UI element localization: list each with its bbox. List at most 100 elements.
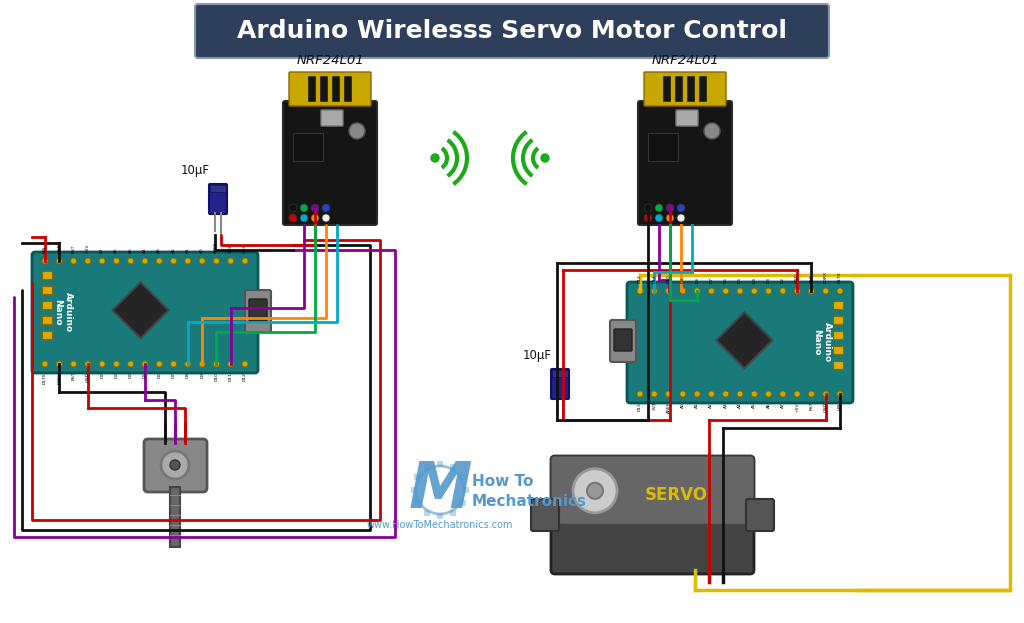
Circle shape (431, 154, 439, 162)
Circle shape (322, 214, 330, 222)
Bar (460, 474, 466, 480)
Bar (332, 76, 340, 102)
Circle shape (587, 483, 603, 499)
FancyBboxPatch shape (551, 456, 754, 574)
Circle shape (651, 288, 657, 294)
Text: GND: GND (57, 243, 61, 253)
Circle shape (752, 391, 758, 397)
Circle shape (705, 123, 720, 139)
FancyBboxPatch shape (289, 72, 371, 106)
FancyBboxPatch shape (283, 101, 377, 225)
Circle shape (822, 391, 828, 397)
Circle shape (300, 204, 308, 212)
Circle shape (142, 361, 148, 367)
Circle shape (213, 361, 219, 367)
Circle shape (289, 204, 297, 212)
Bar (648, 133, 678, 161)
Bar (424, 510, 430, 515)
Text: VIN: VIN (838, 402, 842, 409)
FancyBboxPatch shape (195, 4, 829, 58)
Circle shape (655, 204, 663, 212)
FancyBboxPatch shape (531, 499, 559, 531)
Text: 3V3: 3V3 (652, 402, 656, 411)
Bar (833, 361, 843, 369)
Text: D1TX: D1TX (838, 272, 842, 283)
Text: Mechatronics: Mechatronics (472, 495, 587, 510)
Bar (437, 461, 443, 467)
Circle shape (808, 288, 814, 294)
FancyBboxPatch shape (676, 110, 698, 126)
Circle shape (71, 258, 77, 264)
Circle shape (737, 288, 743, 294)
Circle shape (114, 361, 120, 367)
Circle shape (161, 451, 189, 479)
Text: 3V3: 3V3 (228, 244, 232, 253)
Bar (344, 76, 352, 102)
Text: GND: GND (823, 402, 827, 412)
Polygon shape (113, 282, 169, 338)
Circle shape (289, 214, 297, 222)
Circle shape (99, 361, 105, 367)
Text: Arduino
Nano: Arduino Nano (812, 322, 833, 362)
FancyBboxPatch shape (627, 282, 853, 403)
Text: AREF: AREF (667, 402, 671, 413)
Text: A0: A0 (200, 247, 204, 253)
Text: D10: D10 (214, 372, 218, 381)
Text: D7: D7 (710, 277, 714, 283)
Text: VIN: VIN (43, 245, 47, 253)
Circle shape (837, 391, 843, 397)
Text: D13: D13 (243, 244, 247, 253)
Text: D9: D9 (200, 372, 204, 378)
Text: D0RX: D0RX (57, 372, 61, 384)
Circle shape (311, 204, 319, 212)
Circle shape (737, 391, 743, 397)
Circle shape (780, 391, 785, 397)
Text: Arduino Wirelesss Servo Motor Control: Arduino Wirelesss Servo Motor Control (237, 19, 787, 43)
Text: A1: A1 (695, 402, 699, 407)
Circle shape (666, 214, 674, 222)
Text: GND: GND (86, 372, 90, 382)
Text: RST: RST (72, 245, 76, 253)
Text: A6: A6 (767, 402, 771, 407)
Bar (833, 346, 843, 354)
Circle shape (795, 391, 800, 397)
Text: D7: D7 (172, 372, 175, 378)
Circle shape (157, 361, 162, 367)
Text: D4: D4 (129, 372, 133, 378)
Circle shape (541, 154, 549, 162)
Circle shape (677, 214, 685, 222)
Circle shape (114, 258, 120, 264)
Text: A1: A1 (186, 247, 189, 253)
Text: D11: D11 (652, 274, 656, 283)
Bar (42, 316, 52, 324)
Text: +5V: +5V (86, 244, 90, 253)
Text: NRF24L01: NRF24L01 (296, 54, 364, 67)
Circle shape (709, 288, 715, 294)
FancyBboxPatch shape (209, 184, 227, 214)
Bar (293, 133, 323, 161)
Text: D13: D13 (638, 402, 642, 411)
Circle shape (322, 204, 330, 212)
Text: D8: D8 (186, 372, 189, 378)
Text: A5: A5 (753, 402, 757, 408)
Circle shape (837, 288, 843, 294)
Text: A4: A4 (143, 247, 147, 253)
FancyBboxPatch shape (321, 110, 343, 126)
Text: A3: A3 (158, 247, 162, 253)
FancyBboxPatch shape (614, 329, 632, 351)
Circle shape (822, 288, 828, 294)
Circle shape (795, 288, 800, 294)
Circle shape (808, 391, 814, 397)
Bar (450, 465, 456, 470)
Text: D12: D12 (243, 372, 247, 381)
Circle shape (171, 258, 176, 264)
Text: www.HowToMechatronics.com: www.HowToMechatronics.com (367, 520, 513, 530)
Text: SERVO: SERVO (644, 486, 708, 504)
Bar (170, 487, 180, 547)
Circle shape (694, 288, 700, 294)
Bar (833, 301, 843, 309)
Bar (450, 510, 456, 515)
Text: D4: D4 (753, 277, 757, 283)
FancyBboxPatch shape (249, 299, 267, 321)
Bar (42, 331, 52, 339)
